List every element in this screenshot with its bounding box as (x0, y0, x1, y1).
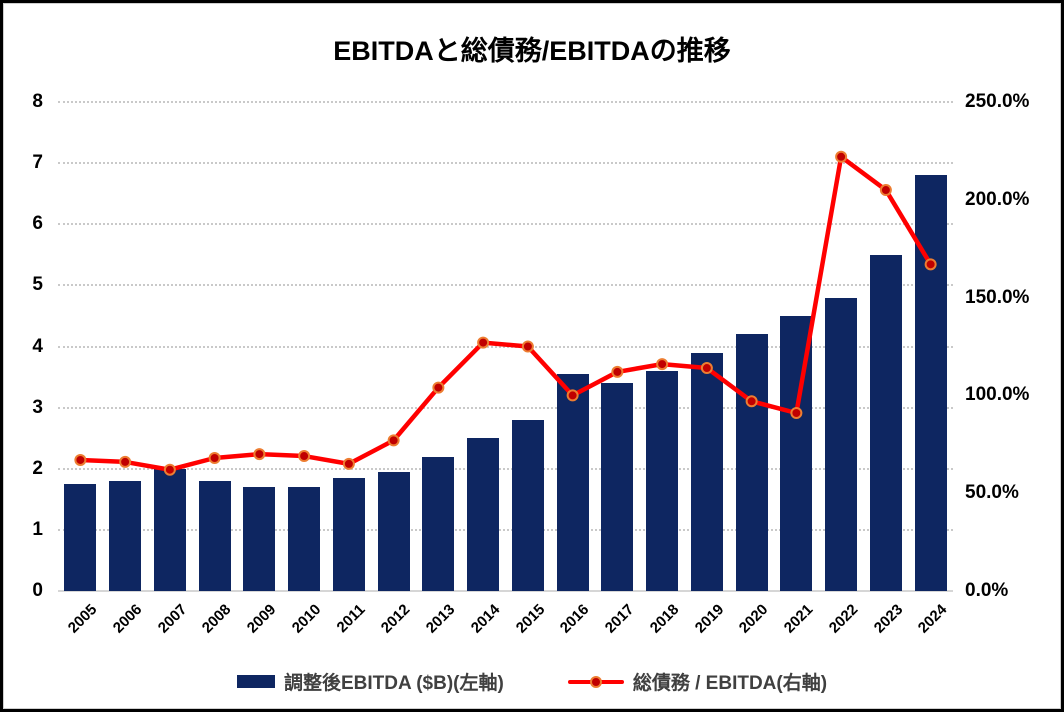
chart-title: EBITDAと総債務/EBITDAの推移 (333, 36, 731, 66)
ebitda-bar-2023 (869, 254, 902, 591)
x-axis-label-2008: 2008 (199, 601, 235, 637)
right-axis-tick-label: 250.0% (965, 91, 1030, 112)
line-marker-2010 (298, 450, 311, 463)
gridline (58, 162, 953, 165)
right-axis-tick-label: 150.0% (965, 286, 1030, 308)
legend-bar-label: 調整後EBITDA ($B)(左軸) (283, 673, 504, 694)
x-axis-label-2011: 2011 (333, 601, 369, 637)
x-axis-label-2006: 2006 (109, 601, 146, 637)
x-axis-label-2014: 2014 (467, 601, 504, 637)
line-marker-2009 (253, 448, 266, 461)
ebitda-bar-2007 (153, 468, 186, 591)
line-marker-2019 (700, 362, 713, 375)
ebitda-bar-2022 (825, 297, 858, 591)
ebitda-bar-2005 (64, 484, 97, 591)
legend-line-marker-icon (589, 675, 602, 688)
x-axis-label-2005: 2005 (64, 601, 101, 637)
x-axis-label-2024: 2024 (915, 601, 951, 637)
ebitda-bar-2013 (422, 456, 455, 591)
ebitda-bar-2012 (377, 471, 410, 591)
line-marker-2012 (387, 434, 400, 447)
line-marker-2016 (566, 389, 579, 402)
left-axis-tick-label: 7 (32, 152, 43, 174)
right-axis-tick-label: 200.0% (965, 188, 1030, 210)
line-marker-2014 (477, 336, 490, 349)
debt-ratio-line-layer (74, 150, 937, 476)
line-marker-2005 (74, 453, 87, 466)
line-marker-2021 (790, 407, 803, 420)
x-axis-label-2015: 2015 (512, 601, 548, 637)
gridline (58, 528, 953, 531)
legend: 調整後EBITDA ($B)(左軸) 総債務 / EBITDA(右軸) (3, 668, 1061, 695)
legend-item-debt-ratio: 総債務 / EBITDA(右軸) (567, 668, 828, 695)
legend-item-ebitda: 調整後EBITDA ($B)(左軸) (236, 668, 504, 695)
left-axis-tick-label: 6 (32, 213, 43, 235)
legend-bar-swatch (236, 675, 275, 688)
left-axis-tick-label: 2 (32, 457, 43, 479)
x-axis-label-2016: 2016 (557, 601, 593, 637)
ebitda-bar-2014 (467, 438, 500, 591)
ebitda-bar-2020 (735, 334, 768, 591)
ebitda-bar-2006 (109, 480, 142, 591)
line-marker-2013 (432, 381, 445, 394)
gridline (58, 223, 953, 226)
right-axis-tick-label: 100.0% (965, 384, 1030, 406)
legend-line-swatch (567, 675, 624, 689)
right-axis-tick-label: 0.0% (965, 580, 1009, 601)
x-axis-label-2010: 2010 (288, 601, 325, 637)
line-marker-2018 (656, 358, 669, 371)
gridline (58, 284, 953, 287)
gridline (58, 406, 953, 409)
left-axis-tick-label: 0 (32, 580, 43, 601)
ebitda-bar-2015 (511, 419, 544, 591)
x-axis-label-2017: 2017 (601, 601, 638, 637)
plot-area (58, 101, 953, 592)
line-marker-2008 (208, 451, 221, 464)
x-axis-label-2013: 2013 (422, 601, 459, 637)
x-axis-label-2020: 2020 (736, 601, 772, 637)
ebitda-bar-2017 (601, 383, 634, 591)
x-axis-label-2021: 2021 (780, 601, 817, 637)
left-axis-tick-label: 8 (32, 91, 43, 112)
ebitda-bar-2019 (690, 352, 723, 591)
debt-ratio-line (78, 154, 933, 472)
ebitda-bar-2018 (646, 370, 679, 591)
gridline (58, 101, 953, 103)
ebitda-bar-2016 (556, 374, 589, 591)
x-axis-label-2007: 2007 (154, 601, 190, 637)
line-marker-2011 (342, 457, 355, 470)
x-axis-label-2022: 2022 (825, 601, 862, 637)
line-marker-2007 (163, 463, 176, 476)
ebitda-bar-2010 (288, 487, 321, 591)
legend-line-label: 総債務 / EBITDA(右軸) (632, 673, 828, 694)
line-marker-2022 (835, 150, 848, 163)
x-axis-line (58, 590, 953, 592)
line-marker-2017 (611, 365, 624, 378)
x-axis-label-2012: 2012 (378, 601, 414, 637)
x-axis-label-2018: 2018 (646, 601, 683, 637)
ebitda-bar-2011 (332, 477, 365, 591)
ebitda-bar-2008 (198, 480, 231, 591)
left-axis-tick-label: 4 (32, 335, 43, 357)
left-axis-tick-label: 1 (32, 518, 43, 540)
x-axis-label-2023: 2023 (870, 601, 906, 637)
left-axis-tick-label: 5 (32, 274, 43, 296)
x-axis-label-2009: 2009 (243, 601, 280, 637)
line-marker-2023 (879, 184, 892, 197)
left-axis-tick-label: 3 (32, 396, 43, 418)
line-marker-2024 (924, 258, 937, 271)
ebitda-bar-2009 (243, 487, 276, 591)
gridline (58, 467, 953, 470)
x-axis-label-2019: 2019 (691, 601, 727, 637)
right-axis-tick-label: 50.0% (965, 482, 1019, 504)
line-marker-2006 (119, 455, 132, 468)
line-marker-2020 (745, 395, 758, 408)
line-marker-2015 (521, 340, 534, 353)
